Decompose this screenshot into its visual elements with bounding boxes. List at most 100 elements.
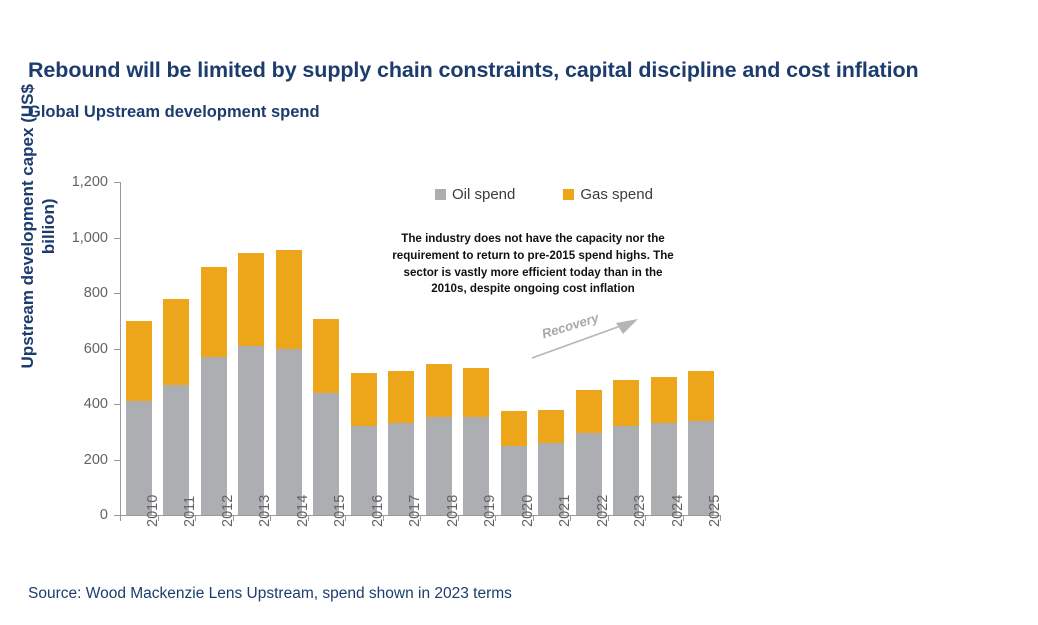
bar-segment-oil-spend[interactable]	[500, 446, 527, 515]
x-axis-tick	[345, 515, 346, 521]
bar-segment-oil-spend[interactable]	[650, 422, 677, 515]
bar-stack[interactable]	[388, 371, 415, 515]
legend-swatch-icon	[563, 189, 575, 200]
x-axis-tick-label: 2019	[482, 494, 499, 527]
x-axis-tick-label: 2010	[144, 494, 161, 527]
bar-stack[interactable]	[425, 363, 452, 515]
bar-segment-gas-spend[interactable]	[500, 410, 527, 447]
x-axis-tick	[645, 515, 646, 521]
legend-label: Gas spend	[580, 186, 653, 203]
x-axis-tick	[232, 515, 234, 521]
bar-stack[interactable]	[613, 380, 640, 515]
y-axis-tick	[114, 515, 120, 516]
bar-segment-oil-spend[interactable]	[613, 426, 640, 515]
x-axis-tick	[120, 515, 121, 521]
bar-stack[interactable]	[575, 389, 602, 515]
x-axis-tick	[157, 515, 159, 521]
y-axis-tick-label: 200	[83, 451, 108, 468]
y-axis-tick-label: 0	[99, 507, 108, 523]
chart-legend: Oil spend Gas spend	[435, 186, 653, 203]
legend-entry[interactable]: Oil spend	[435, 186, 515, 203]
x-axis-tick-label: 2015	[332, 494, 349, 527]
x-axis-tick-label: 2013	[257, 494, 274, 527]
x-axis-tick	[382, 515, 384, 521]
bar-segment-oil-spend[interactable]	[688, 420, 715, 515]
y-axis-tick	[114, 404, 120, 405]
recovery-arrow-icon	[531, 319, 638, 359]
bar-segment-oil-spend[interactable]	[200, 356, 227, 515]
x-axis-tick	[307, 515, 309, 521]
bar-stack[interactable]	[350, 372, 377, 515]
bar-segment-gas-spend[interactable]	[275, 250, 302, 349]
bar-segment-gas-spend[interactable]	[238, 252, 265, 347]
x-axis-tick	[532, 515, 534, 521]
bar-segment-oil-spend[interactable]	[238, 346, 265, 515]
bar-segment-gas-spend[interactable]	[650, 377, 677, 423]
x-axis-tick-label: 2014	[294, 494, 311, 527]
x-axis-tick-label: 2022	[594, 494, 611, 527]
bar-segment-gas-spend[interactable]	[388, 371, 415, 424]
bar-stack[interactable]	[650, 377, 677, 515]
x-axis-tick-label: 2018	[444, 494, 461, 527]
x-axis-tick	[607, 515, 609, 521]
y-axis-tick	[114, 237, 120, 239]
page-title: Rebound will be limited by supply chain …	[28, 58, 919, 82]
x-axis-tick-label: 2011	[182, 495, 199, 527]
bar-stack[interactable]	[500, 410, 527, 515]
y-axis-tick	[114, 182, 120, 183]
x-axis-tick	[457, 515, 459, 521]
y-axis-tick-label: 1,200	[71, 174, 108, 190]
y-axis-tick-label: 1,000	[71, 229, 108, 246]
y-axis-tick	[114, 348, 120, 350]
legend-swatch-icon	[435, 189, 446, 200]
bar-segment-oil-spend[interactable]	[350, 426, 377, 515]
bar-segment-gas-spend[interactable]	[163, 299, 190, 386]
x-axis-tick	[682, 515, 684, 521]
y-axis-tick	[114, 293, 120, 294]
bar-segment-oil-spend[interactable]	[163, 385, 190, 515]
source-note: Source: Wood Mackenzie Lens Upstream, sp…	[28, 585, 512, 602]
x-axis-tick	[495, 515, 496, 521]
bar-segment-gas-spend[interactable]	[313, 318, 340, 393]
bar-segment-oil-spend[interactable]	[388, 423, 415, 515]
bar-stack[interactable]	[463, 367, 490, 515]
bar-segment-gas-spend[interactable]	[538, 409, 565, 444]
bar-segment-gas-spend[interactable]	[125, 320, 152, 402]
bar-stack[interactable]	[313, 318, 340, 515]
bar-segment-gas-spend[interactable]	[688, 371, 715, 421]
x-axis-tick-label: 2012	[219, 494, 236, 527]
bar-segment-oil-spend[interactable]	[313, 392, 340, 515]
bar-stack[interactable]	[688, 371, 715, 515]
x-axis-tick-label: 2016	[369, 494, 386, 527]
y-axis-tick-label: 400	[83, 396, 108, 412]
bar-stack[interactable]	[125, 320, 152, 515]
bar-stack[interactable]	[200, 266, 227, 515]
bar-segment-gas-spend[interactable]	[575, 389, 602, 433]
y-axis-tick	[114, 459, 120, 461]
bar-segment-gas-spend[interactable]	[425, 363, 452, 417]
bar-segment-gas-spend[interactable]	[350, 372, 377, 427]
y-axis-tick-labels: 0 200 400 600 800 1,000 1,200	[40, 0, 108, 625]
bar-segment-oil-spend[interactable]	[425, 416, 452, 515]
bar-stack[interactable]	[163, 299, 190, 515]
y-axis-line	[120, 182, 121, 516]
legend-entry[interactable]: Gas spend	[563, 186, 653, 203]
x-axis-tick	[570, 515, 571, 521]
bar-segment-oil-spend[interactable]	[125, 401, 152, 515]
legend-label: Oil spend	[452, 186, 516, 203]
x-axis-tick-label: 2025	[707, 494, 724, 527]
bar-stack[interactable]	[275, 250, 302, 515]
bar-segment-gas-spend[interactable]	[463, 367, 490, 418]
bar-segment-oil-spend[interactable]	[575, 432, 602, 515]
chart-subtitle: Global Upstream development spend	[28, 103, 320, 121]
bar-segment-oil-spend[interactable]	[538, 443, 565, 515]
x-axis-tick	[270, 515, 271, 521]
bar-stack[interactable]	[538, 409, 565, 515]
x-axis-tick-label: 2017	[407, 494, 424, 527]
bar-stack[interactable]	[238, 252, 265, 515]
bar-segment-gas-spend[interactable]	[613, 380, 640, 427]
x-axis-tick-label: 2023	[632, 494, 649, 527]
bar-segment-gas-spend[interactable]	[200, 266, 227, 357]
bar-segment-oil-spend[interactable]	[275, 348, 302, 515]
bar-segment-oil-spend[interactable]	[463, 417, 490, 515]
